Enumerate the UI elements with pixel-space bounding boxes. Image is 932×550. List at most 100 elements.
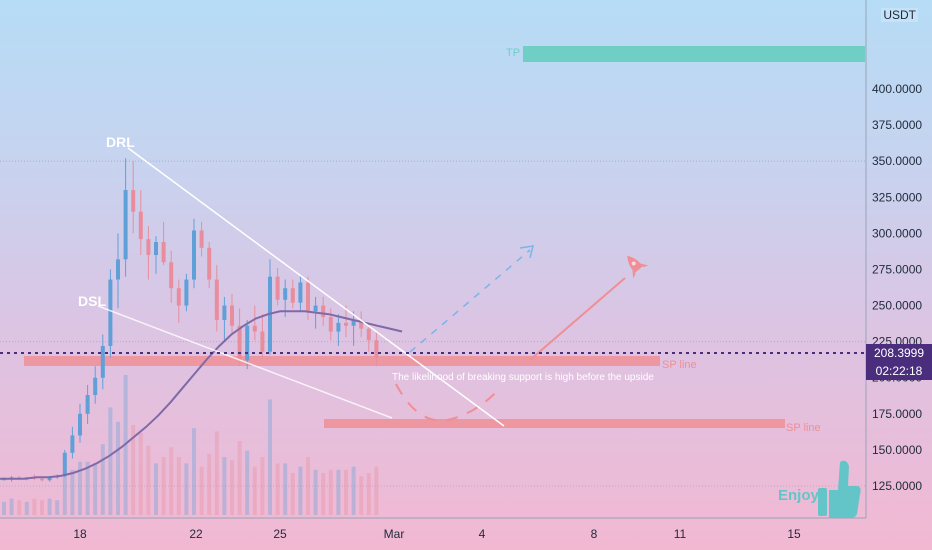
volume-bar [161, 457, 166, 515]
candle-body [313, 305, 318, 312]
volume-bar [290, 473, 295, 515]
volume-bar [336, 469, 341, 515]
enjoy-label: Enjoy [778, 487, 819, 504]
candle-body [70, 435, 75, 453]
candle-body [78, 413, 82, 436]
candle-body [237, 325, 242, 361]
time-tick-label: 8 [591, 527, 598, 541]
candle-body [214, 279, 219, 320]
gridlines [0, 160, 866, 487]
volume-bar [298, 466, 303, 515]
candle-body [40, 478, 44, 481]
volume-bar [245, 450, 250, 515]
candle-body [328, 317, 333, 332]
dashed-arrow-line [409, 249, 531, 353]
candle-body [154, 242, 158, 256]
dsl-trendline [97, 305, 393, 419]
rocket-icon [627, 255, 649, 279]
volume-bar [374, 466, 379, 515]
candle-body [290, 288, 295, 303]
trend-drawings [97, 147, 626, 427]
volume-bar [55, 500, 60, 515]
volume-bar [344, 469, 348, 515]
candle-body [245, 325, 250, 361]
candle-body [306, 282, 310, 312]
price-tick-label: 350.0000 [872, 154, 922, 168]
candle-body [359, 319, 364, 329]
volume-bar [70, 469, 75, 515]
volume-bar [62, 474, 67, 515]
dashed-arrow-head [519, 245, 535, 259]
volume-bar [275, 463, 280, 515]
candle-body [298, 282, 303, 303]
price-tick-label: 125.0000 [872, 479, 922, 493]
zones [24, 46, 865, 428]
candle-body [123, 190, 128, 260]
candle-body [336, 322, 341, 332]
time-axis[interactable]: 18 22 25 Mar 4 8 11 15 [0, 517, 866, 541]
volume-bar [283, 463, 288, 515]
time-tick-label: 4 [479, 527, 486, 541]
price-tick-label: 300.0000 [872, 226, 922, 240]
volume-bar [17, 500, 22, 515]
volume-bar [2, 501, 6, 515]
candle-body [169, 262, 174, 289]
candle-body [207, 247, 212, 280]
volume-bars [2, 375, 379, 515]
candle-body [176, 288, 181, 306]
volume-bar [154, 463, 158, 515]
candle-body [374, 340, 379, 358]
volume-bar [40, 500, 44, 515]
candle-body [230, 305, 234, 326]
volume-bar [237, 441, 242, 515]
candle-body [108, 279, 113, 346]
candle-body [283, 288, 288, 300]
volume-bar [268, 399, 272, 515]
time-tick-label: 11 [674, 527, 687, 541]
tp-zone [523, 46, 865, 62]
candle-body [62, 452, 67, 476]
tp-label: TP [506, 47, 520, 59]
volume-bar [252, 466, 257, 515]
annotation-note: The likelihood of breaking support is hi… [392, 372, 654, 383]
candle-body [138, 211, 143, 240]
time-tick-label: 25 [273, 527, 287, 541]
volume-bar [9, 498, 14, 515]
candle-body [93, 377, 98, 396]
price-axis[interactable]: 125.0000150.0000175.0000200.0000225.0000… [865, 0, 922, 518]
drl-label: DRL [106, 134, 135, 150]
candle-body [47, 477, 52, 481]
sp-zone-lower [324, 419, 785, 428]
candle-body [275, 276, 280, 300]
dashed-curve [395, 383, 501, 422]
thumbs-up-icon [818, 460, 861, 518]
candle-body [351, 319, 356, 326]
candle-body [131, 190, 136, 212]
time-tick-label: 15 [787, 527, 801, 541]
volume-bar [306, 457, 310, 515]
dsl-label: DSL [78, 293, 106, 309]
candle-body [321, 305, 326, 318]
price-tick-label: 275.0000 [872, 262, 922, 276]
candles [2, 158, 379, 482]
candle-body [161, 242, 166, 263]
time-tick-label: Mar [384, 527, 405, 541]
countdown-badge: 02:22:18 [866, 362, 932, 380]
candle-body [85, 395, 90, 414]
volume-bar [351, 466, 356, 515]
moving-average-line [0, 310, 403, 480]
price-tick-label: 175.0000 [872, 407, 922, 421]
volume-bar [85, 461, 90, 515]
volume-bar [131, 425, 136, 515]
volume-bar [108, 407, 113, 515]
volume-bar [24, 501, 29, 515]
volume-bar [222, 457, 227, 515]
sp-line-label-1: SP line [662, 359, 697, 371]
volume-bar [116, 421, 120, 515]
volume-bar [138, 433, 143, 515]
volume-bar [169, 447, 174, 515]
candle-body [222, 305, 227, 320]
sp-zone-upper [24, 356, 660, 366]
